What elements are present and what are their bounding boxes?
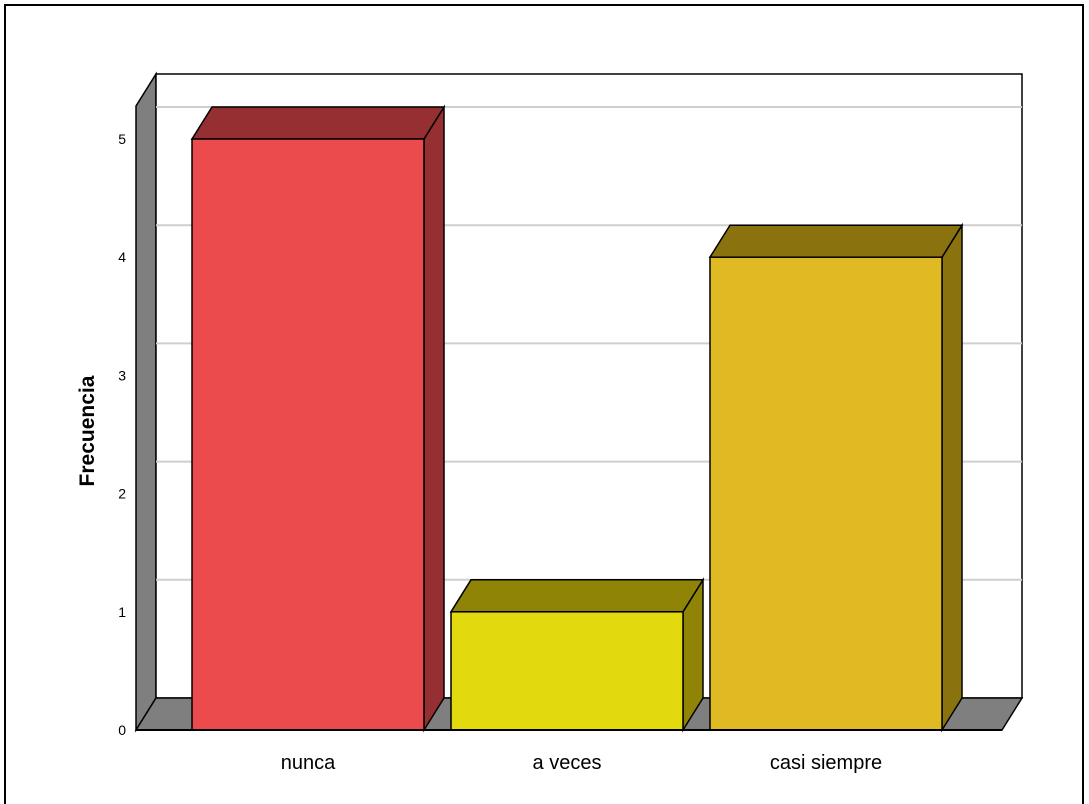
x-tick-label: casi siempre: [770, 752, 882, 774]
y-tick-label: 2: [118, 486, 126, 502]
bar-front: [709, 256, 943, 731]
x-tick-label: nunca: [281, 752, 336, 774]
bar-chart: 0 1 2 3 4 5 nunca a veces casi siempre Frecuenc…: [76, 71, 1024, 774]
bar-front: [450, 611, 684, 731]
y-tick-label: 4: [118, 249, 126, 265]
bar-casi-siempre: [708, 222, 964, 733]
y-tick-label: 1: [118, 604, 126, 620]
bar-front: [191, 138, 425, 731]
x-tick-labels: nunca a veces casi siempre: [281, 752, 882, 774]
x-tick-label: a veces: [533, 752, 602, 774]
bar-top: [190, 106, 446, 140]
left-wall: [135, 71, 157, 733]
bar-nunca: [190, 104, 446, 733]
y-axis-label: Frecuencia: [76, 375, 99, 486]
y-tick-label: 0: [118, 722, 126, 738]
bar-side: [941, 222, 963, 733]
bar-top: [449, 579, 705, 613]
bar-top: [708, 224, 964, 258]
y-tick-label: 5: [118, 131, 126, 147]
bar-a-veces: [449, 577, 705, 733]
bar-side: [423, 104, 445, 733]
bars: [136, 104, 1002, 733]
y-tick-label: 3: [118, 367, 126, 383]
y-tick-labels: 0 1 2 3 4 5: [118, 131, 126, 738]
chart-frame: 0 1 2 3 4 5 nunca a veces casi siempre Frecuenc…: [4, 4, 1084, 804]
